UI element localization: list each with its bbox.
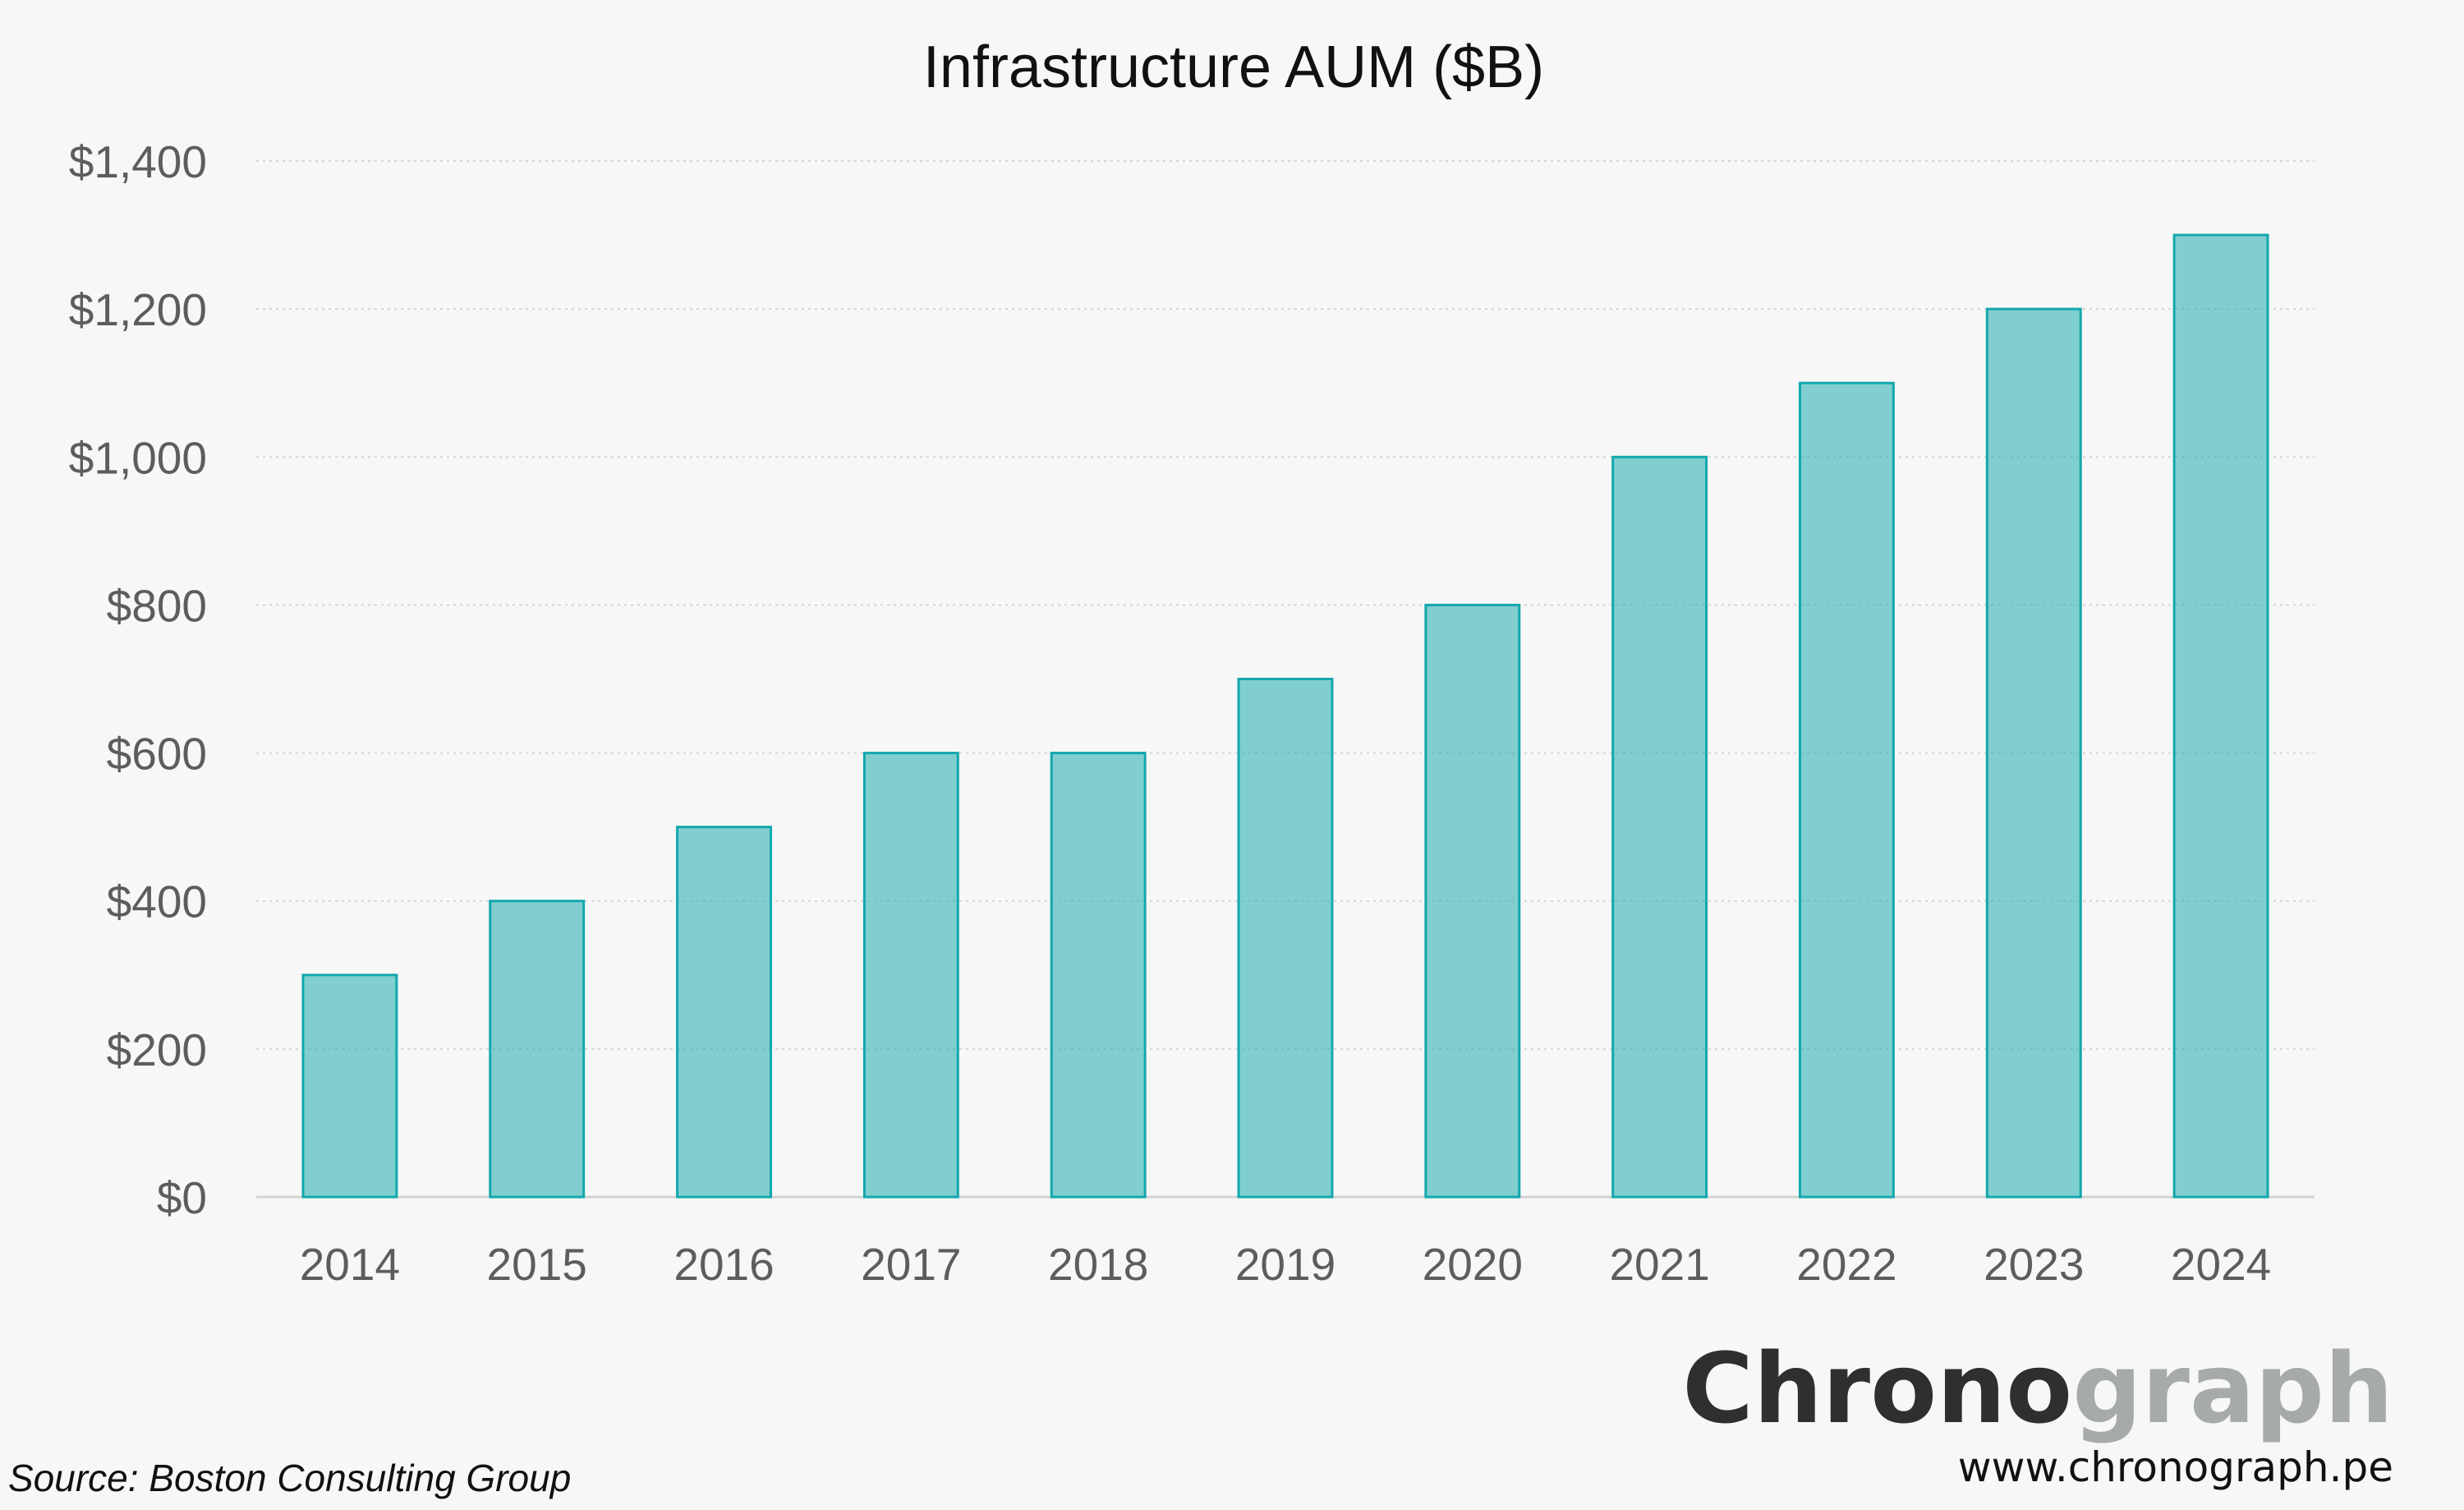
- y-tick-label: $1,200: [69, 284, 207, 335]
- brand-logo: Chronograph www.chronograph.pe: [1682, 1332, 2393, 1491]
- bar: [676, 826, 772, 1199]
- svg-text:Chronograph: Chronograph: [1682, 1332, 2393, 1445]
- bar: [301, 974, 398, 1199]
- x-tick-label: 2021: [1609, 1239, 1709, 1290]
- bar-layer: [301, 233, 2269, 1199]
- bar: [1237, 678, 1334, 1199]
- bar: [489, 900, 586, 1199]
- bar: [1424, 603, 1521, 1199]
- x-tick-label: 2020: [1423, 1239, 1523, 1290]
- x-tick-label: 2018: [1048, 1239, 1148, 1290]
- brand-name-dark: Chrono: [1682, 1332, 2072, 1445]
- bar: [1985, 307, 2082, 1199]
- x-tick-label: 2023: [1984, 1239, 2084, 1290]
- y-tick-label: $800: [107, 580, 207, 631]
- bar: [1050, 752, 1147, 1199]
- x-tick-label: 2017: [861, 1239, 961, 1290]
- x-tick-label: 2019: [1235, 1239, 1335, 1290]
- y-tick-label: $1,000: [69, 432, 207, 483]
- source-note: Source: Boston Consulting Group: [8, 1457, 571, 1499]
- bar: [1611, 455, 1708, 1199]
- brand-website: www.chronograph.pe: [1958, 1443, 2393, 1491]
- x-tick-label: 2014: [300, 1239, 400, 1290]
- x-tick-label: 2015: [487, 1239, 587, 1290]
- axis-layer: $0 $200 $400 $600 $800 $1,000 $1,200 $1,400 2014…: [69, 136, 2272, 1290]
- x-tick-label: 2016: [673, 1239, 774, 1290]
- x-tick-label: 2022: [1796, 1239, 1896, 1290]
- y-tick-label: $0: [157, 1172, 207, 1223]
- y-tick-label: $400: [107, 877, 207, 928]
- y-tick-label: $200: [107, 1024, 207, 1075]
- y-tick-label: $1,400: [69, 136, 207, 187]
- bar: [2172, 233, 2269, 1199]
- chart-title: Infrastructure AUM ($B): [923, 35, 1544, 100]
- bar: [1799, 381, 1895, 1199]
- bar: [862, 752, 959, 1199]
- brand-name-light: graph: [2072, 1332, 2393, 1445]
- x-tick-label: 2024: [2171, 1239, 2271, 1290]
- y-tick-label: $600: [107, 729, 207, 780]
